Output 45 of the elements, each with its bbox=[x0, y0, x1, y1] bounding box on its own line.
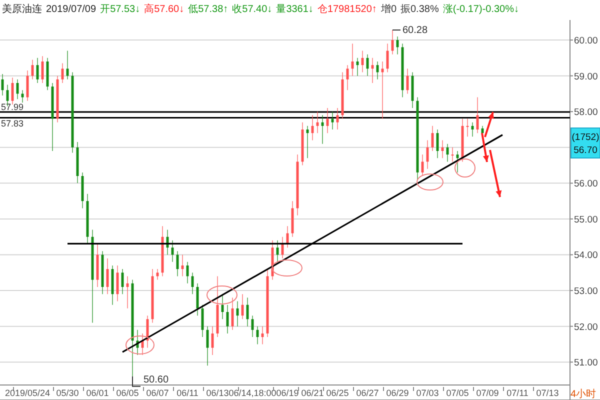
x-tick-label: 06/21 bbox=[301, 388, 324, 398]
annotation: 60.28 bbox=[402, 25, 428, 36]
text: (1752) bbox=[572, 132, 600, 143]
text: 低57.38↑ bbox=[188, 4, 228, 15]
x-tick-label: 06/01 bbox=[86, 388, 109, 398]
text: 收57.40↓ bbox=[232, 4, 272, 15]
y-tick-label: 51.00 bbox=[574, 358, 598, 369]
chart-subtitle: 2019/07/09 bbox=[46, 4, 96, 15]
x-tick-label: 2019/05/24 bbox=[4, 388, 50, 398]
ref-line-label: 57.83 bbox=[1, 118, 24, 129]
y-tick-label: 59.00 bbox=[574, 71, 598, 82]
x-tick-label: 05/30 bbox=[56, 388, 79, 398]
y-tick-label: 58.00 bbox=[574, 107, 598, 118]
x-tick-label: 06/05 bbox=[116, 388, 139, 398]
ref-line-label: 57.99 bbox=[1, 102, 24, 112]
x-tick-label: 06/11 bbox=[176, 388, 198, 398]
y-tick-label: 56.00 bbox=[574, 178, 598, 190]
x-tick-label: 06/19 bbox=[276, 388, 299, 398]
text: 开57.53↓ bbox=[100, 4, 140, 15]
text: 仓17981520↑ bbox=[317, 3, 377, 15]
text: 高57.60↓ bbox=[144, 3, 184, 15]
y-tick-label: 53.00 bbox=[574, 286, 598, 298]
x-tick-label: 06/14,18:00 bbox=[228, 388, 276, 398]
x-tick-label: 06/27 bbox=[356, 388, 379, 398]
x-tick-label: 06/07 bbox=[146, 388, 169, 398]
chart-title: 美原油连 bbox=[2, 3, 42, 15]
x-tick-label: 07/03 bbox=[416, 388, 439, 398]
text: 量3361↓ bbox=[276, 4, 314, 15]
y-tick-label: 52.00 bbox=[574, 322, 598, 333]
x-tick-label: 07/05 bbox=[446, 388, 469, 398]
x-tick-label: 07/13 bbox=[536, 388, 559, 398]
x-tick-label: 07/11 bbox=[506, 388, 528, 398]
x-tick-label: 06/25 bbox=[326, 388, 349, 398]
y-tick-label: 55.00 bbox=[574, 214, 598, 226]
x-tick-label: 06/29 bbox=[386, 388, 409, 398]
annotation: 50.60 bbox=[144, 374, 169, 386]
text: 56.70 bbox=[574, 145, 598, 156]
x-tick-label: 06/13 bbox=[206, 388, 229, 398]
y-tick-label: 54.00 bbox=[574, 250, 598, 262]
text: 增0 bbox=[380, 3, 397, 15]
text: 涨(-0.17)-0.30%↓ bbox=[442, 3, 519, 15]
text: 振0.38% bbox=[400, 3, 439, 15]
x-tick-label: 07/09 bbox=[476, 388, 499, 398]
text: 4小时 bbox=[570, 388, 596, 400]
y-tick-label: 60.00 bbox=[574, 36, 598, 47]
